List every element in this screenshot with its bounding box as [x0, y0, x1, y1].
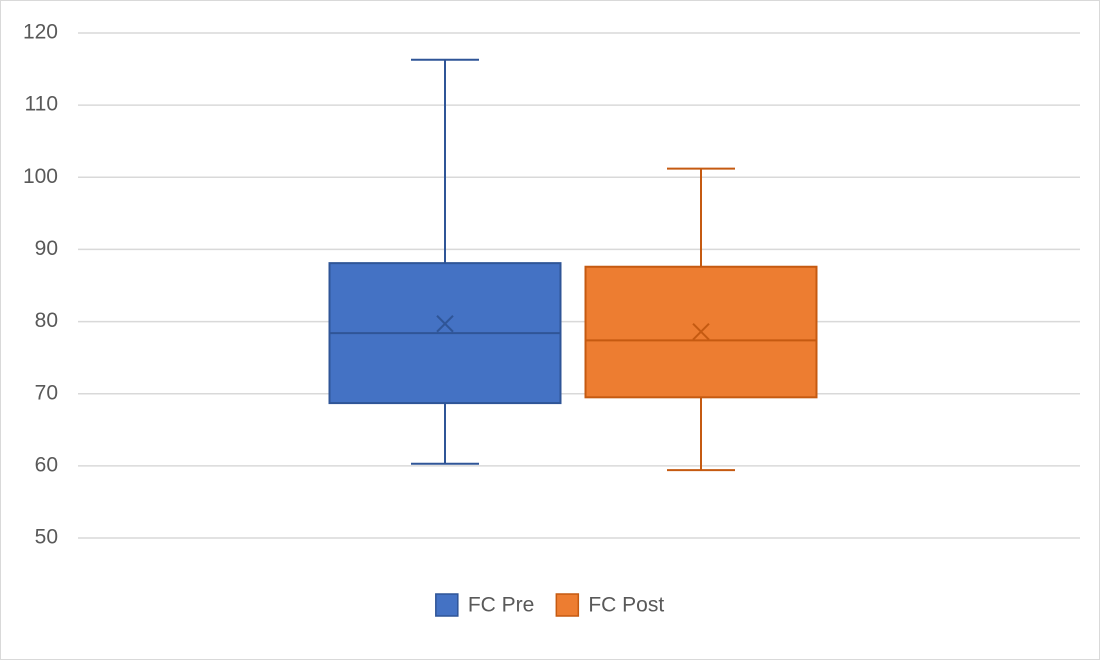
y-tick-label: 60 [35, 453, 58, 476]
legend-label: FC Post [588, 594, 664, 617]
mean-marker [436, 315, 454, 333]
y-tick-label: 120 [23, 21, 58, 44]
legend-swatch [555, 593, 580, 617]
y-tick-label: 110 [25, 93, 58, 116]
y-tick-label: 80 [35, 309, 58, 332]
mean-marker [692, 322, 710, 341]
y-tick-label: 50 [35, 526, 58, 549]
y-tick-label: 90 [35, 237, 58, 260]
y-tick-label: 100 [23, 165, 58, 188]
legend-label: FC Pre [468, 594, 535, 617]
legend-swatch [435, 593, 459, 617]
y-tick-label: 70 [35, 381, 58, 404]
